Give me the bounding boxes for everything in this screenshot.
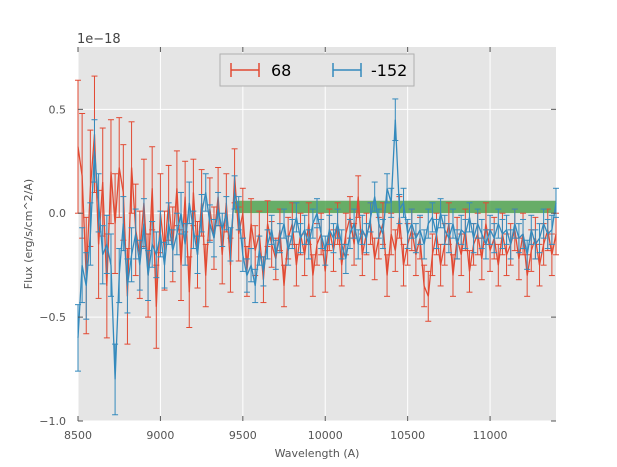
series-line-68 [77, 134, 557, 307]
series-line-152 [77, 119, 557, 380]
x-tick-label: 9000 [146, 429, 174, 442]
legend-entry-68[interactable]: 68 [230, 61, 291, 80]
x-tick-label: 8500 [64, 429, 92, 442]
legend[interactable]: 68 -152 [219, 53, 415, 87]
legend-marker-68 [230, 63, 260, 77]
y-tick-label: −0.5 [39, 311, 66, 324]
x-tick-label: 11000 [473, 429, 508, 442]
tick-labels: 8500 9000 9500 10000 10500 11000 −1.0 −0.5 0.0 0.… [39, 103, 507, 442]
axis-offset-label: 1e−18 [77, 32, 121, 47]
x-axis-label: Wavelength (A) [275, 447, 360, 460]
band-layer [234, 200, 556, 214]
highlight-band [234, 200, 556, 214]
legend-label-152: -152 [371, 61, 407, 80]
y-axis-label: Flux (erg/s/cm^2/A) [22, 179, 35, 289]
legend-marker-152 [332, 63, 362, 77]
x-tick-label: 10500 [390, 429, 425, 442]
series-layer [75, 75, 559, 416]
legend-label-68: 68 [271, 61, 291, 80]
series-152 [75, 98, 559, 416]
y-tick-label: 0.0 [49, 207, 67, 220]
x-tick-label: 9500 [229, 429, 257, 442]
y-tick-label: −1.0 [39, 415, 66, 428]
legend-entry-152[interactable]: -152 [332, 61, 407, 80]
ticks [77, 47, 556, 422]
y-tick-label: 0.5 [49, 103, 67, 116]
x-tick-label: 10000 [308, 429, 343, 442]
